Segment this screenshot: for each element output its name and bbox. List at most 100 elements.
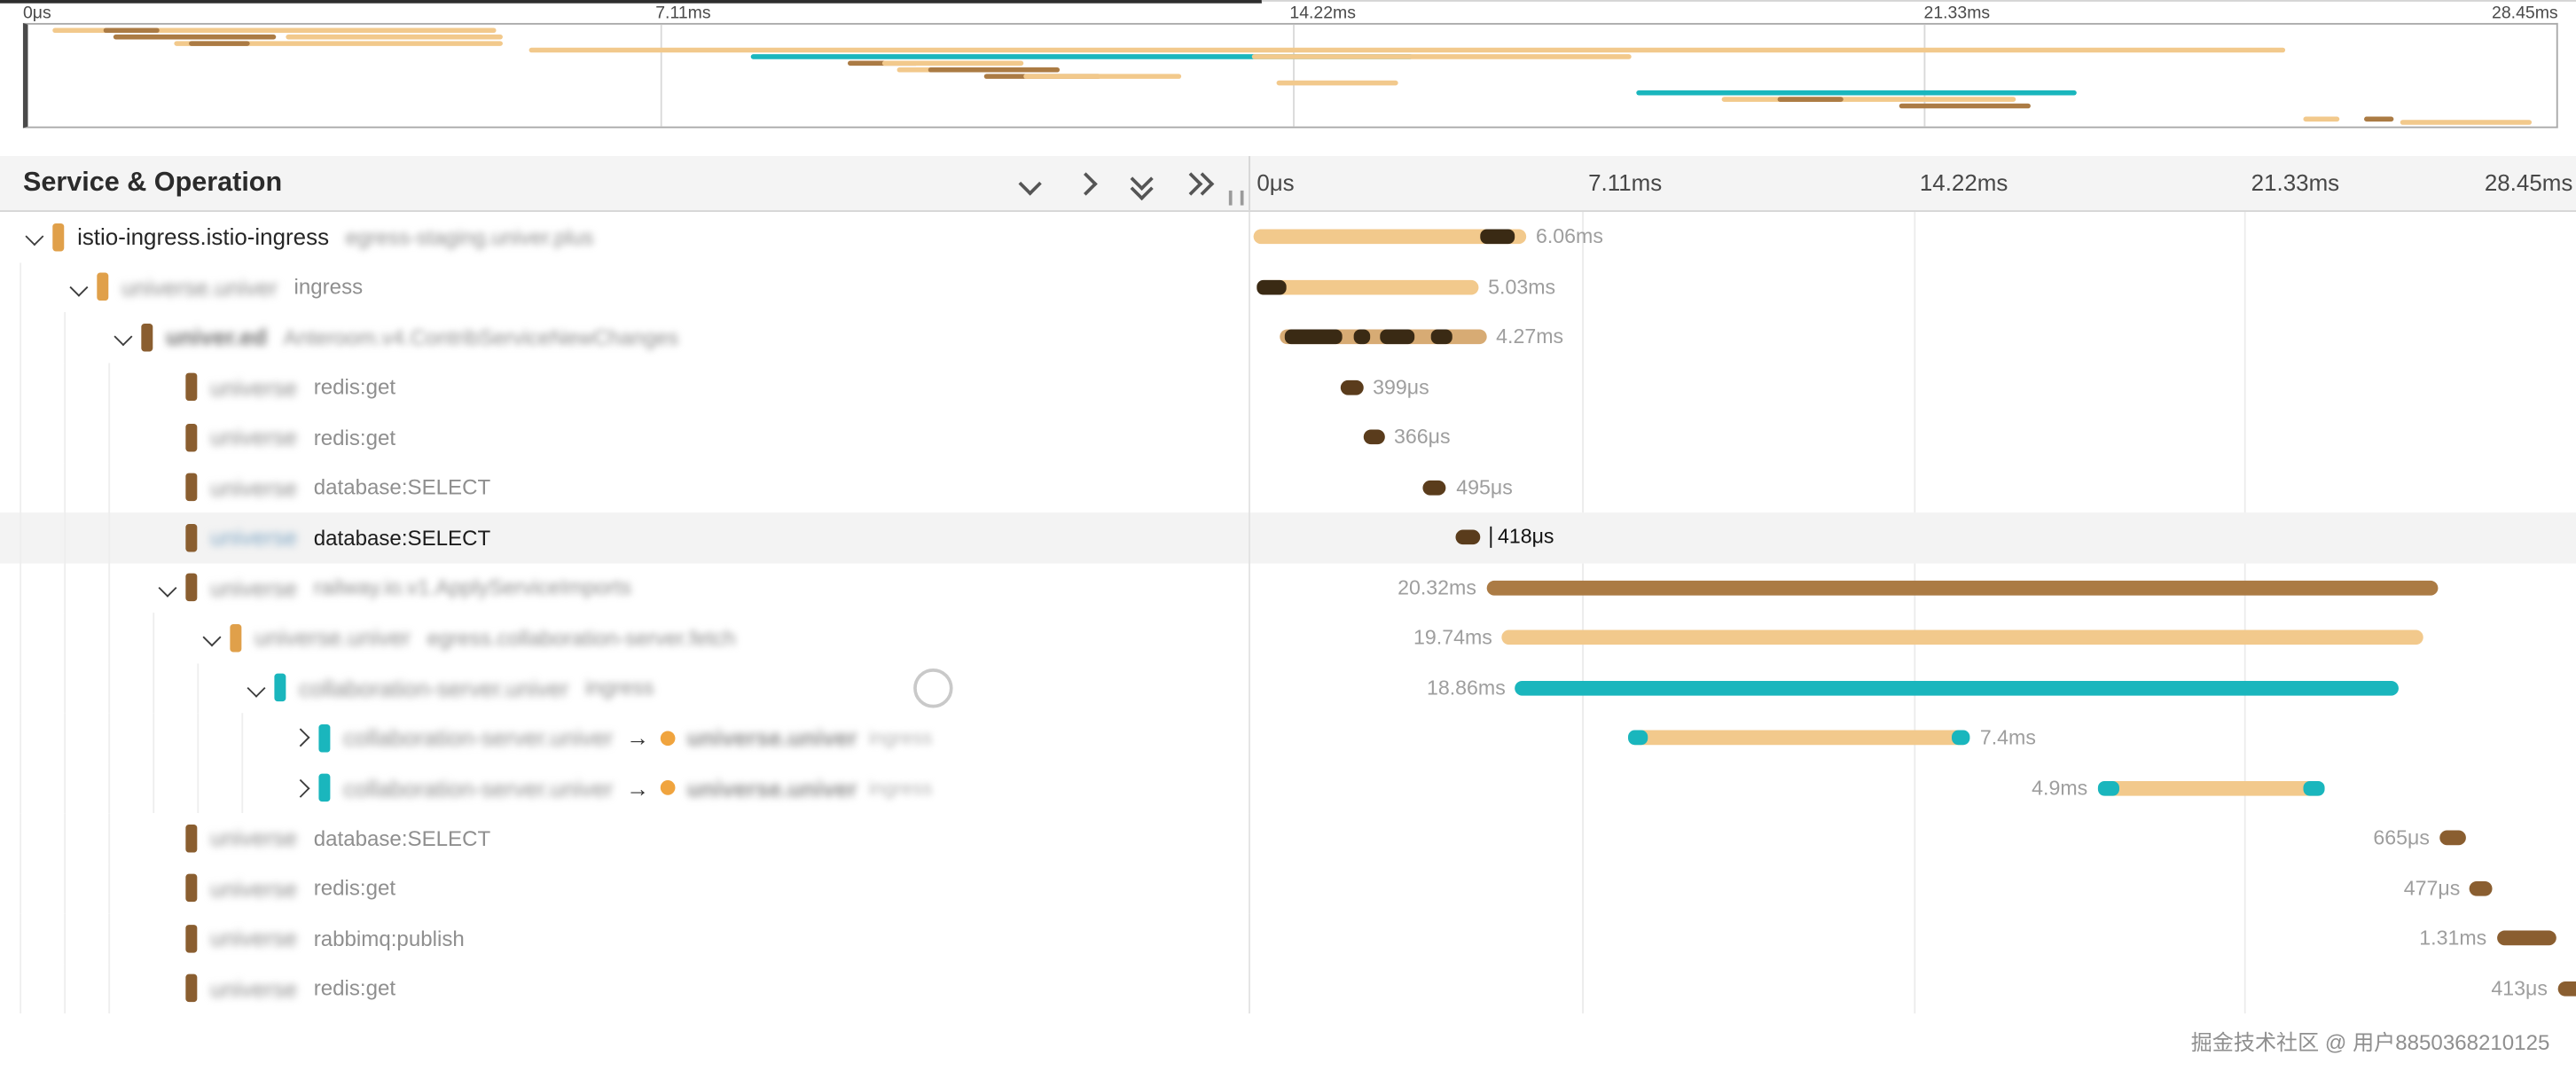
span-duration-label: 418μs [1489,526,1554,549]
expand-chevron[interactable] [286,778,315,798]
expand-chevron[interactable] [20,227,49,246]
span-duration-bar[interactable] [1455,529,1480,545]
span-duration-bar[interactable] [2496,931,2556,946]
span-duration-bar[interactable] [1252,229,1526,245]
span-duration-bar[interactable] [1257,279,1479,295]
span-timeline-cell[interactable]: 495μs [1250,463,2576,513]
span-timeline-cell[interactable]: 366μs [1250,412,2576,463]
expand-chevron[interactable] [108,327,137,347]
span-timeline-cell[interactable]: 7.4ms [1250,713,2576,763]
span-row[interactable]: universe redis:get 413μs [0,963,2576,1014]
span-name-cell[interactable]: universe.univer ingress [0,262,1250,313]
service-name: universe [210,373,298,401]
span-row[interactable]: universe database:SELECT 418μs [0,512,2576,563]
indent-guides [20,913,153,964]
span-duration-bar[interactable] [1362,429,1384,445]
span-duration-label: 6.06ms [1535,225,1603,249]
service-name: collaboration-server.univer [343,724,614,752]
span-duration-bar[interactable] [2439,831,2466,846]
span-timeline-cell[interactable]: 399μs [1250,363,2576,413]
span-row[interactable]: universe railway.io.v1.ApplyServiceImpor… [0,562,2576,614]
span-duration-bar[interactable] [1422,480,1447,496]
expand-chevron[interactable] [153,578,182,598]
indent-guides [20,963,153,1014]
span-name-cell[interactable]: collaboration-server.univer ingress [0,662,1250,714]
expand-all-icon[interactable] [1179,171,1215,196]
service-color-strip [52,223,65,251]
span-timeline-cell[interactable]: 4.9ms [1250,763,2576,814]
span-timeline-cell[interactable]: 20.32ms [1250,563,2576,614]
span-timeline-cell[interactable]: 418μs [1250,512,2576,563]
service-name: universe [210,574,298,601]
minimap-canvas[interactable] [22,22,2558,129]
span-row[interactable]: collaboration-server.univer → universe.u… [0,762,2576,814]
span-duration-bar[interactable] [1515,680,2399,696]
span-timeline-cell[interactable]: 19.74ms [1250,613,2576,663]
span-duration-label: 399μs [1373,375,1429,399]
minimap-gridline [1923,24,1926,127]
span-name-cell[interactable]: universe database:SELECT [0,512,1250,563]
span-row[interactable]: universe.univer ingress 5.03ms [0,262,2576,313]
expand-chevron[interactable] [197,628,226,647]
span-timeline-cell[interactable]: 18.86ms [1250,663,2576,714]
span-name-cell[interactable]: universe redis:get [0,412,1250,463]
span-timeline-cell[interactable]: 477μs [1250,864,2576,914]
span-name-cell[interactable]: universe redis:get [0,362,1250,413]
minimap-span-bar [1277,80,1398,86]
referenced-service-name: universe.univer [686,775,857,801]
operation-name: ingress [294,274,364,300]
span-row[interactable]: universe database:SELECT 495μs [0,462,2576,513]
expand-chevron[interactable] [64,278,93,297]
span-duration-bar[interactable] [1486,580,2439,596]
span-duration-bar[interactable] [1501,629,2424,645]
watermark-text: 掘金技术社区 @ 用户8850368210125 [2190,1029,2550,1055]
minimap-span-bar [750,54,1413,59]
service-color-strip [230,623,242,653]
span-timeline-cell[interactable]: 665μs [1250,813,2576,864]
service-color-strip [185,574,198,602]
minimap-gridline [660,24,662,127]
span-duration-bar[interactable] [2557,981,2576,997]
minimap-tick: 7.11ms [655,3,711,23]
span-row[interactable]: universe redis:get 399μs [0,362,2576,413]
span-row[interactable]: universe.univer egress.collaboration-ser… [0,613,2576,663]
span-name-cell[interactable]: istio-ingress.istio-ingress egress-stagi… [0,211,1250,262]
operation-name: ingress [584,675,654,700]
span-duration-bar[interactable] [1627,730,1970,746]
span-name-cell[interactable]: univer.ed Anteroom.v4.ContribServiceNewC… [0,312,1250,363]
expand-one-icon[interactable] [1073,171,1098,196]
span-duration-bar[interactable] [2097,780,2326,796]
span-row[interactable]: istio-ingress.istio-ingress egress-stagi… [0,211,2576,262]
span-timeline-cell[interactable]: 4.27ms [1250,312,2576,363]
span-name-cell[interactable]: universe rabbimq:publish [0,913,1250,964]
span-row[interactable]: universe rabbimq:publish 1.31ms [0,913,2576,964]
expand-chevron[interactable] [241,678,270,698]
span-name-cell[interactable]: universe redis:get [0,963,1250,1014]
span-timeline-cell[interactable]: 5.03ms [1250,262,2576,313]
span-duration-bar[interactable] [2470,880,2493,896]
span-row[interactable]: universe redis:get 366μs [0,412,2576,463]
span-name-cell[interactable]: universe railway.io.v1.ApplyServiceImpor… [0,562,1250,614]
span-name-cell[interactable]: collaboration-server.univer → universe.u… [0,713,1250,763]
span-name-cell[interactable]: universe.univer egress.collaboration-ser… [0,613,1250,663]
collapse-one-icon[interactable] [1017,171,1042,196]
span-timeline-cell[interactable]: 413μs [1250,964,2576,1014]
span-name-cell[interactable]: universe redis:get [0,863,1250,914]
minimap-tick: 28.45ms [2492,3,2558,23]
span-duration-bar[interactable] [1340,379,1363,395]
collapse-all-icon[interactable] [1129,166,1154,200]
indent-guides [20,412,153,463]
span-row[interactable]: collaboration-server.univer ingress 18.8… [0,662,2576,714]
span-name-cell[interactable]: universe database:SELECT [0,462,1250,513]
expand-chevron[interactable] [286,728,315,747]
trace-minimap[interactable]: 0μs 7.11ms 14.22ms 21.33ms 28.45ms [0,0,2576,141]
span-timeline-cell[interactable]: 6.06ms [1250,212,2576,262]
span-row[interactable]: univer.ed Anteroom.v4.ContribServiceNewC… [0,312,2576,363]
column-resizer-handle[interactable] [1228,190,1244,206]
span-row[interactable]: universe database:SELECT 665μs [0,813,2576,864]
span-row[interactable]: universe redis:get 477μs [0,863,2576,914]
span-row[interactable]: collaboration-server.univer → universe.u… [0,713,2576,763]
span-name-cell[interactable]: universe database:SELECT [0,813,1250,864]
span-timeline-cell[interactable]: 1.31ms [1250,913,2576,964]
span-name-cell[interactable]: collaboration-server.univer → universe.u… [0,762,1250,814]
